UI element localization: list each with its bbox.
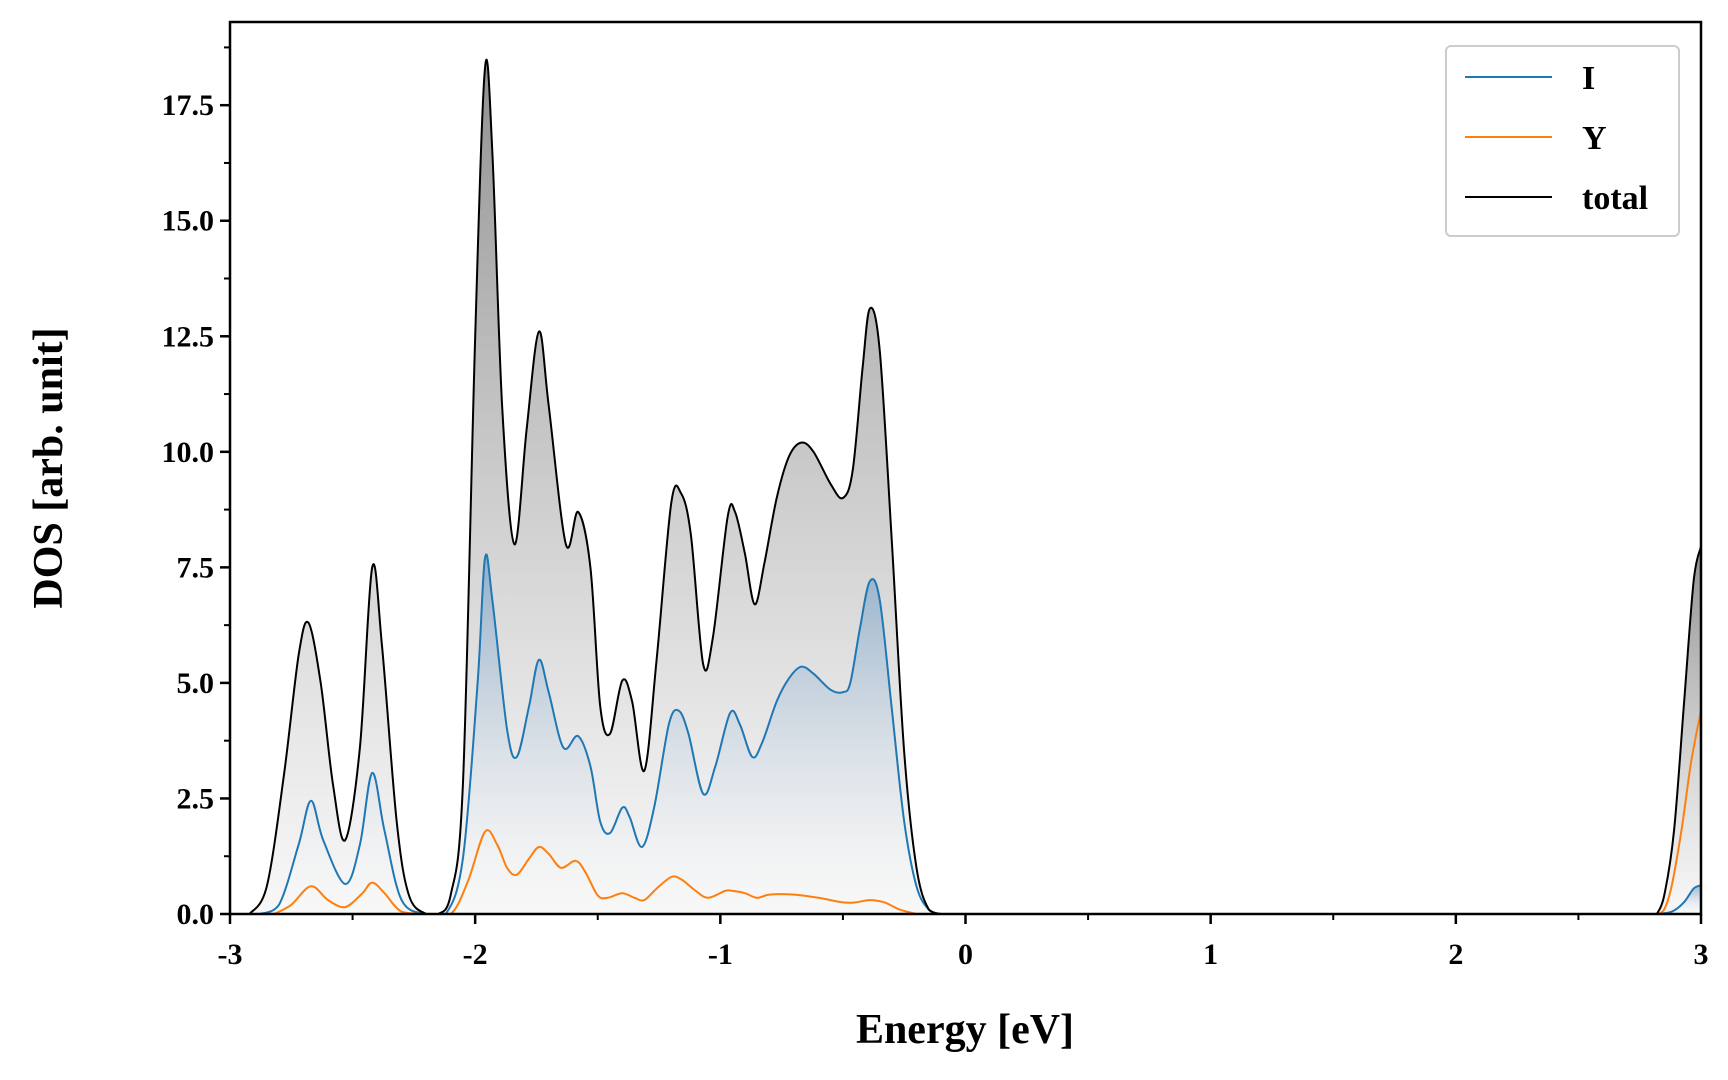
x-tick-label: 1 <box>1203 938 1218 971</box>
area-fills <box>249 59 1701 914</box>
y-tick-label: 2.5 <box>177 782 215 815</box>
x-axis-title: Energy [eV] <box>856 1007 1074 1053</box>
area-fill-I-0 <box>259 554 941 914</box>
line-Y-1 <box>1656 710 1701 914</box>
x-tick-label: -3 <box>218 938 243 971</box>
y-tick-label: 7.5 <box>177 551 215 584</box>
legend: I Y total <box>1445 45 1680 237</box>
y-axis-title: DOS [arb. unit] <box>26 327 72 608</box>
series-lines <box>230 58 1701 914</box>
y-tick-label: 12.5 <box>162 320 215 353</box>
x-tick-label: -2 <box>463 938 488 971</box>
line-total-0 <box>248 58 942 914</box>
area-fill-total-1 <box>1656 546 1701 914</box>
x-tick-label: 3 <box>1694 938 1709 971</box>
y-tick-label: 5.0 <box>177 667 215 700</box>
y-axis: 0.0 2.5 5.0 7.5 10.0 12.5 15.0 17.5 <box>162 46 230 931</box>
legend-box <box>1445 45 1680 237</box>
legend-label-Y: Y <box>1582 120 1607 157</box>
x-tick-label: 2 <box>1448 938 1463 971</box>
y-tick-label: 15.0 <box>162 205 215 238</box>
line-I-0 <box>258 553 942 914</box>
y-tick-label: 0.0 <box>177 898 215 931</box>
y-tick-label: 10.0 <box>162 436 215 469</box>
legend-label-total: total <box>1582 180 1648 217</box>
x-tick-label: 0 <box>958 938 973 971</box>
x-tick-label: -1 <box>708 938 733 971</box>
line-total-1 <box>1655 546 1701 914</box>
area-fill-total-0 <box>249 59 942 914</box>
line-Y-0 <box>273 829 917 914</box>
y-tick-label: 17.5 <box>162 89 215 122</box>
x-axis: -3 -2 -1 0 1 2 3 <box>218 914 1709 971</box>
legend-label-I: I <box>1582 60 1595 97</box>
area-fill-I-1 <box>1656 885 1701 914</box>
